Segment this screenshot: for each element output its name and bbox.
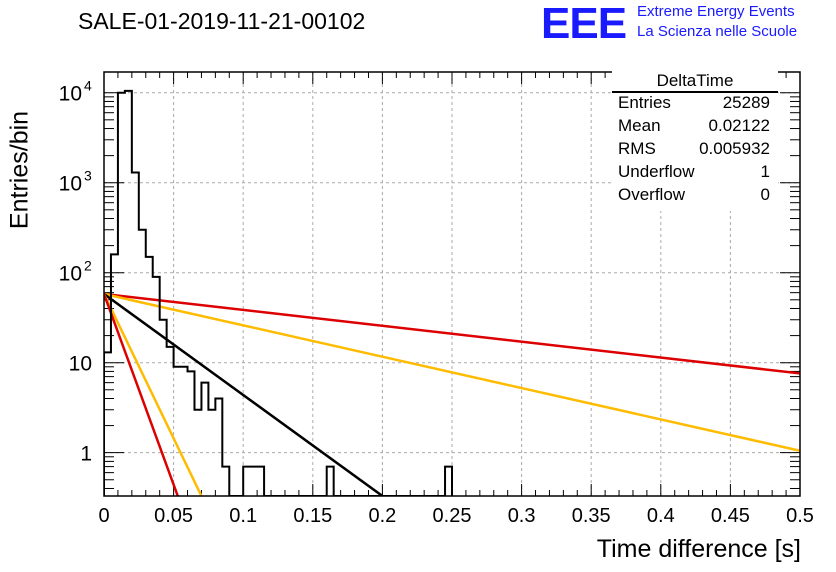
- stats-row: Mean 0.02122: [618, 116, 770, 139]
- chart-title: SALE-01-2019-11-21-00102: [78, 8, 366, 34]
- x-tick-label: 0.5: [786, 505, 814, 527]
- stats-value: 0: [760, 185, 770, 204]
- x-tick-label: 0.05: [154, 505, 193, 527]
- x-tick-label: 0.25: [433, 505, 472, 527]
- fit-line: [104, 292, 800, 452]
- stats-box: DeltaTime Entries 25289 Mean 0.02122 RMS…: [612, 71, 778, 211]
- stats-key: Mean: [618, 116, 661, 135]
- y-tick-label: 10: [59, 83, 82, 106]
- x-tick-label: 0.4: [647, 505, 675, 527]
- stats-title: DeltaTime: [656, 71, 734, 90]
- y-tick-exponent: 2: [84, 258, 92, 274]
- fit-lines: [104, 292, 800, 496]
- plot-frame: [103, 71, 801, 497]
- stats-key: Overflow: [618, 185, 686, 204]
- fit-line: [104, 292, 384, 496]
- x-tick-label: 0.2: [368, 505, 396, 527]
- stats-row: Overflow 0: [618, 185, 770, 208]
- stats-row: Underflow 1: [618, 162, 770, 185]
- stats-value: 1: [760, 162, 770, 181]
- stats-key: Underflow: [618, 162, 695, 181]
- y-tick-label: 10: [59, 173, 82, 196]
- x-tick-label: 0.1: [229, 505, 257, 527]
- stats-divider: [612, 91, 778, 93]
- stats-value: 25289: [722, 93, 770, 112]
- stats-row: Entries 25289: [618, 93, 770, 116]
- logo-line-1: Extreme Energy Events: [637, 3, 795, 20]
- eee-logo: EEE: [541, 0, 627, 48]
- histogram-outline: [104, 89, 453, 496]
- fit-line: [104, 292, 800, 375]
- x-axis-label: Time difference [s]: [596, 535, 801, 563]
- x-tick-label: 0.45: [711, 505, 750, 527]
- y-tick-label: 10: [59, 263, 82, 286]
- x-tick-label: 0.35: [572, 505, 611, 527]
- fit-line: [104, 293, 203, 496]
- stats-row: RMS 0.005932: [618, 139, 770, 162]
- y-tick-label: 10: [69, 353, 92, 376]
- x-tick-label: 0: [98, 505, 109, 527]
- y-axis-label: Entries/bin: [5, 110, 34, 230]
- y-axis-label-box: Entries/bin: [6, 110, 34, 230]
- y-tick-label: 1: [80, 443, 92, 466]
- logo-line-2: La Scienza nelle Scuole: [637, 23, 798, 40]
- stats-key: Entries: [618, 93, 671, 112]
- stats-value: 0.02122: [708, 116, 770, 135]
- y-tick-exponent: 3: [84, 168, 92, 184]
- x-tick-label: 0.3: [508, 505, 536, 527]
- y-tick-exponent: 4: [84, 78, 92, 94]
- stats-value: 0.005932: [699, 139, 770, 158]
- x-tick-label: 0.15: [293, 505, 332, 527]
- stats-key: RMS: [618, 139, 656, 158]
- fit-line: [104, 293, 179, 496]
